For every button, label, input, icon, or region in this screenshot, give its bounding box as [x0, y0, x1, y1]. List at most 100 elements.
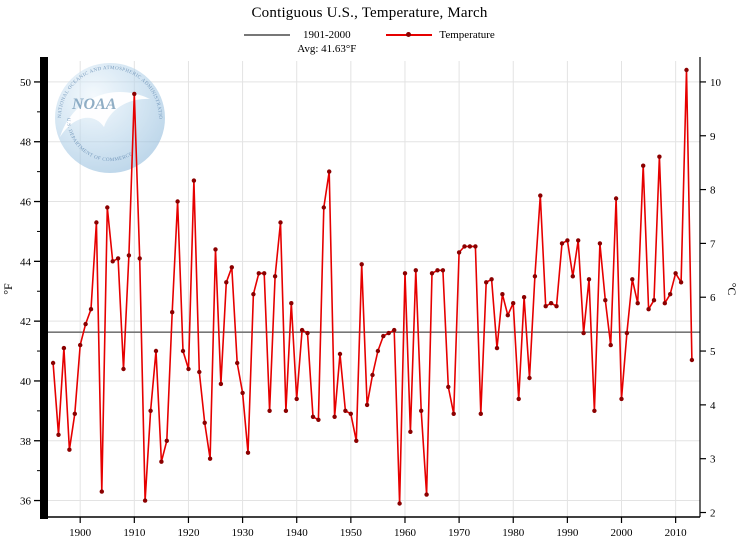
data-point [218, 381, 224, 386]
data-point [240, 390, 245, 395]
data-point [673, 270, 678, 276]
data-point [278, 219, 283, 225]
data-point [153, 348, 159, 353]
data-point [299, 327, 305, 332]
data-point [348, 411, 353, 416]
temperature-time-series-chart: NATIONAL OCEANIC AND ATMOSPHERIC ADMINIS… [0, 54, 739, 539]
noaa-logo-wordmark: NOAA [71, 96, 117, 113]
data-point [619, 396, 624, 401]
data-point [451, 411, 456, 416]
x-tick-label: 1940 [286, 527, 309, 539]
data-point [689, 357, 695, 362]
data-point [467, 243, 473, 249]
data-point [67, 447, 72, 452]
data-point [641, 163, 646, 168]
data-point [332, 414, 337, 419]
right-axis-label: °C [725, 282, 739, 295]
data-point [99, 488, 105, 494]
y-tick-label: 50 [20, 77, 32, 89]
data-point [576, 237, 581, 243]
data-point [170, 309, 175, 314]
data-point [559, 240, 565, 246]
data-point [543, 303, 548, 308]
noaa-logo-bird-icon [60, 91, 150, 137]
data-point [343, 408, 348, 413]
y-tick-label: 42 [20, 316, 31, 328]
data-point [78, 342, 83, 347]
data-point [662, 300, 667, 305]
temperature-line-swatch [386, 32, 433, 37]
data-point [489, 276, 494, 282]
data-point [121, 366, 126, 371]
data-point [456, 249, 462, 255]
c-tick-label: 4 [710, 399, 716, 411]
c-tick-label: 8 [710, 184, 716, 196]
data-point [272, 273, 278, 279]
data-point [429, 270, 435, 276]
x-tick-label: 1960 [394, 527, 417, 539]
data-point [132, 91, 137, 96]
legend-item-temperature: Temperature [386, 28, 495, 42]
data-point [256, 270, 261, 276]
data-point [370, 372, 375, 377]
data-point [646, 306, 651, 311]
data-point [191, 177, 197, 183]
data-point [202, 420, 207, 425]
data-point [408, 429, 413, 434]
data-point [554, 303, 559, 308]
data-point [565, 237, 570, 243]
data-point [61, 345, 67, 350]
data-point [142, 497, 148, 503]
data-point [175, 198, 180, 204]
average-line-swatch [244, 34, 291, 36]
data-point [126, 252, 132, 258]
data-point [186, 366, 191, 371]
x-tick-label: 1970 [448, 527, 471, 539]
data-point [137, 255, 142, 261]
y-tick-label: 46 [20, 196, 32, 208]
data-point [419, 408, 424, 413]
c-tick-label: 9 [710, 130, 716, 142]
data-point [283, 408, 289, 413]
data-point [630, 276, 635, 282]
data-point [148, 408, 153, 413]
data-point [657, 154, 662, 159]
data-point [494, 345, 500, 350]
data-point [321, 204, 326, 210]
y-tick-label: 36 [20, 495, 32, 507]
data-point [364, 402, 370, 407]
data-point [678, 279, 684, 285]
data-point [440, 267, 446, 273]
data-point [597, 240, 603, 246]
data-point [88, 306, 94, 311]
data-point [511, 300, 516, 305]
data-point [527, 375, 532, 380]
data-point [327, 168, 332, 174]
data-point [402, 270, 408, 276]
average-legend-text: 1901-2000 Avg: 41.63°F [297, 28, 356, 57]
x-tick-label: 1910 [123, 527, 146, 539]
x-tick-label: 1990 [556, 527, 579, 539]
data-point [435, 267, 440, 273]
temperature-marker-icon [406, 32, 412, 37]
data-point [229, 264, 234, 270]
data-point [289, 300, 294, 305]
data-point [381, 333, 386, 338]
data-point [505, 312, 510, 317]
y-axis-bar [40, 56, 48, 519]
data-point [624, 330, 630, 335]
data-point [484, 279, 489, 285]
data-point [305, 330, 310, 335]
data-point [316, 417, 321, 422]
data-point [50, 360, 56, 365]
c-tick-label: 3 [710, 453, 716, 465]
noaa-logo: NATIONAL OCEANIC AND ATMOSPHERIC ADMINIS… [0, 54, 165, 173]
data-point [613, 195, 619, 201]
legend: 1901-2000 Avg: 41.63°F Temperature [0, 28, 739, 57]
data-point [668, 291, 673, 296]
data-point [110, 258, 115, 264]
c-tick-label: 6 [710, 292, 716, 304]
data-point [224, 279, 229, 285]
data-point [94, 219, 99, 225]
